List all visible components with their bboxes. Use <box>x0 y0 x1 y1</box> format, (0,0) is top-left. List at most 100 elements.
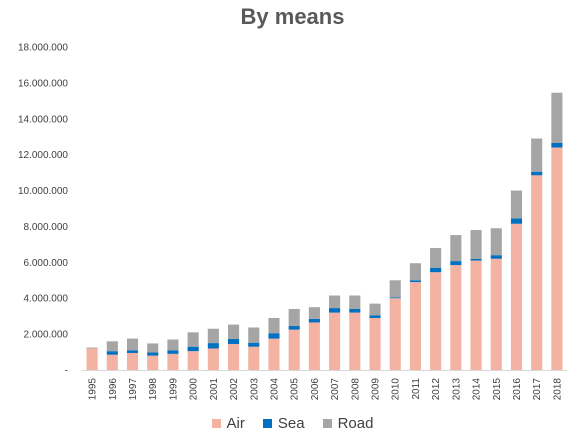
bar-sea-2002 <box>228 338 240 344</box>
legend-item-road: Road <box>322 415 374 432</box>
x-tick-label: 2005 <box>290 378 301 401</box>
bar-sea-1997 <box>126 350 139 353</box>
x-tick-label: 2009 <box>371 378 382 401</box>
bar-road-1998 <box>147 343 159 353</box>
legend-item-sea: Sea <box>262 415 305 432</box>
bar-sea-1999 <box>167 350 179 354</box>
bar-road-2012 <box>430 247 442 268</box>
bar-road-2005 <box>288 308 300 327</box>
bar-sea-2013 <box>450 261 462 266</box>
bar-road-1997 <box>126 338 139 351</box>
bar-road-2007 <box>329 295 341 309</box>
x-tick-label: 2017 <box>532 378 543 401</box>
x-tick-label: 2015 <box>492 378 503 401</box>
x-tick-label: 2010 <box>391 378 402 401</box>
bar-air-2012 <box>430 272 442 370</box>
y-tick-label: 4.000.000 <box>24 294 69 305</box>
x-tick-label: 2016 <box>512 378 523 401</box>
bar-air-2007 <box>329 312 341 370</box>
bar-road-2018 <box>551 92 563 144</box>
y-tick-label: 16.000.000 <box>18 78 68 89</box>
bar-sea-2005 <box>288 326 300 330</box>
bar-sea-2000 <box>187 346 199 352</box>
x-tick-label: 2001 <box>209 378 220 401</box>
y-tick-label: 14.000.000 <box>18 114 68 125</box>
bar-air-2003 <box>248 346 260 370</box>
bar-sea-2016 <box>510 218 523 224</box>
legend-label-road: Road <box>337 415 374 432</box>
legend-swatch-air <box>211 419 221 428</box>
x-tick-label: 2004 <box>269 378 280 401</box>
y-tick-label: 8.000.000 <box>24 222 69 233</box>
bar-air-2009 <box>369 317 381 370</box>
x-tick-label: 2011 <box>411 378 422 400</box>
legend-label-air: Air <box>226 415 245 432</box>
x-tick-label: 2006 <box>310 378 321 401</box>
bar-air-2017 <box>531 175 543 370</box>
chart-title: By means <box>240 4 345 29</box>
bar-sea-2015 <box>490 255 502 259</box>
x-tick-label: 1996 <box>108 378 119 401</box>
bar-road-2017 <box>531 138 543 172</box>
bar-air-2006 <box>308 322 320 370</box>
bar-road-1999 <box>167 339 179 351</box>
chart-legend: Air Sea Road <box>0 415 585 432</box>
bar-sea-2003 <box>248 342 260 347</box>
x-tick-label: 1999 <box>168 378 179 401</box>
x-tick-label: 2018 <box>552 378 563 401</box>
bar-sea-2006 <box>308 318 320 323</box>
bar-road-2014 <box>470 230 482 259</box>
bar-road-2002 <box>228 324 240 339</box>
bar-air-2013 <box>450 265 462 370</box>
bar-air-2018 <box>551 147 563 370</box>
bar-sea-2007 <box>329 308 341 313</box>
x-tick-label: 2007 <box>330 378 341 401</box>
bar-air-1996 <box>106 354 118 370</box>
bar-air-2016 <box>510 223 523 370</box>
bar-sea-2009 <box>369 315 381 318</box>
bar-road-2004 <box>268 317 280 334</box>
x-tick-label: 2000 <box>189 378 200 401</box>
x-tick-label: 1998 <box>148 378 159 401</box>
bar-road-2016 <box>510 190 523 219</box>
bar-air-2010 <box>389 298 401 370</box>
bar-sea-2004 <box>268 333 280 339</box>
y-tick-label: 10.000.000 <box>18 186 68 197</box>
bar-sea-2018 <box>551 143 563 148</box>
x-tick-label: 2013 <box>451 378 462 401</box>
bar-road-2013 <box>450 235 462 262</box>
x-tick-label: 2003 <box>249 378 260 401</box>
bar-air-2008 <box>349 312 361 370</box>
bar-air-2000 <box>187 351 199 370</box>
bar-road-2009 <box>369 303 381 316</box>
bar-sea-1996 <box>106 351 118 355</box>
bar-air-2001 <box>207 348 219 370</box>
bar-air-1997 <box>126 352 139 370</box>
legend-label-sea: Sea <box>277 415 305 432</box>
legend-item-air: Air <box>211 415 245 432</box>
x-tick-label: 2008 <box>350 378 361 401</box>
y-tick-label: 6.000.000 <box>24 258 69 269</box>
bar-sea-2001 <box>207 343 219 349</box>
x-tick-label: 2002 <box>229 378 240 401</box>
bar-air-1995 <box>86 348 98 370</box>
bar-air-1999 <box>167 353 179 370</box>
x-tick-label: 1997 <box>128 378 139 401</box>
bar-sea-2017 <box>531 171 543 176</box>
bar-road-2010 <box>389 280 401 298</box>
bar-road-2015 <box>490 228 502 256</box>
bar-sea-2008 <box>349 308 361 313</box>
bar-air-2011 <box>409 282 421 370</box>
bar-air-2002 <box>228 343 240 370</box>
y-tick-label: 18.000.000 <box>18 43 68 54</box>
bar-road-2008 <box>349 295 361 309</box>
bar-road-2006 <box>308 307 320 319</box>
bar-road-1995 <box>86 347 98 349</box>
bar-road-1996 <box>106 341 118 352</box>
bar-sea-2010 <box>389 297 401 299</box>
bar-air-2004 <box>268 338 280 370</box>
bar-air-2005 <box>288 329 300 370</box>
y-tick-label: 2.000.000 <box>24 330 69 341</box>
bar-sea-2012 <box>430 267 442 273</box>
bar-road-2003 <box>248 327 260 343</box>
